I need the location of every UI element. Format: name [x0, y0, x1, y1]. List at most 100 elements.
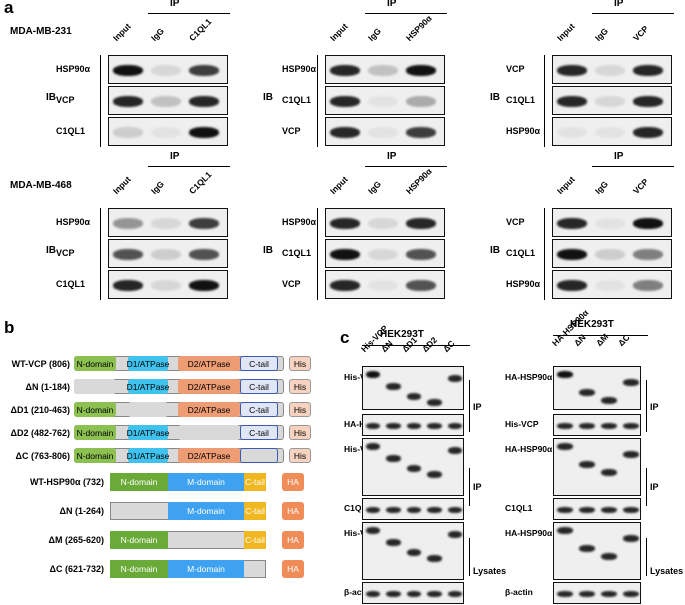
protein-band	[406, 218, 436, 229]
protein-band	[595, 249, 625, 260]
vcp-domain-d1	[128, 402, 168, 417]
blot-row-label: His-VCP	[344, 444, 378, 454]
protein-band	[151, 96, 181, 107]
western-blot-strip	[553, 522, 641, 580]
lane-label: HSP90α	[403, 166, 434, 196]
western-blot-strip	[362, 522, 464, 580]
protein-band	[595, 127, 625, 138]
his-tag: His	[289, 425, 311, 440]
protein-band	[368, 218, 398, 229]
western-blot-strip	[362, 498, 464, 520]
protein-band	[330, 65, 360, 76]
blot-row-label: His-VCP	[505, 419, 539, 429]
protein-band	[601, 469, 617, 476]
cell-line-label-468: MDA-MB-468	[10, 180, 72, 191]
blot-row-label: VCP	[56, 248, 75, 258]
protein-band	[366, 591, 381, 597]
ip-header: IP	[170, 0, 180, 9]
protein-band	[330, 249, 360, 260]
protein-band	[189, 96, 219, 107]
protein-band	[557, 280, 587, 291]
vcp-domain-d2: D2/ATPase	[178, 356, 240, 371]
protein-band	[151, 127, 181, 138]
protein-band	[406, 591, 422, 597]
lysates-bracket	[469, 538, 470, 576]
western-blot-strip	[552, 55, 672, 84]
protein-band	[579, 507, 595, 513]
vcp-domain-c: C-tail	[240, 379, 278, 394]
protein-band	[113, 280, 143, 291]
blot-row-label: β-actin	[505, 587, 533, 597]
ha-tag: HA	[282, 473, 304, 491]
ib-label: IB	[46, 92, 56, 103]
protein-band	[557, 96, 587, 107]
protein-band	[579, 461, 595, 468]
western-blot-strip	[553, 438, 641, 496]
blot-row-label: HSP90α	[506, 126, 541, 136]
protein-band	[633, 127, 663, 138]
protein-band	[406, 393, 422, 400]
protein-band	[113, 127, 143, 138]
vcp-construct-label: ΔC (763-806)	[15, 451, 71, 461]
protein-band	[557, 249, 587, 260]
ib-bracket	[100, 55, 101, 147]
protein-band	[623, 507, 639, 513]
ip-header: IP	[387, 0, 397, 9]
cell-line-label-231: MDA-MB-231	[10, 26, 72, 37]
protein-band	[447, 507, 462, 513]
blot-row-label: HSP90α	[282, 64, 317, 74]
protein-band	[579, 423, 595, 429]
protein-band	[368, 280, 398, 291]
blot-row-label: HSP90α	[282, 217, 317, 227]
protein-band	[427, 471, 442, 478]
protein-band	[623, 591, 639, 597]
western-blot-strip	[325, 208, 445, 237]
vcp-domain-d2: D2/ATPase	[178, 402, 240, 417]
cell-line-bracket	[553, 335, 648, 336]
blot-row-label: β-actin	[344, 587, 372, 597]
protein-band	[595, 96, 625, 107]
ip-bracket	[365, 166, 447, 167]
lane-label: VCP	[630, 23, 651, 43]
lane-label: IgG	[592, 25, 611, 43]
protein-band	[557, 127, 587, 138]
ip-header: IP	[170, 151, 180, 162]
protein-band	[595, 280, 625, 291]
blot-row-label: HSP90α	[56, 64, 91, 74]
western-blot-strip	[325, 86, 445, 115]
western-blot-strip	[553, 582, 641, 604]
protein-band	[633, 249, 663, 260]
protein-band	[189, 218, 219, 229]
ip-bracket	[469, 380, 470, 432]
western-blot-strip	[362, 582, 464, 604]
lysates-bracket	[646, 538, 647, 576]
ha-tag: HA	[282, 502, 304, 520]
protein-band	[633, 65, 663, 76]
protein-band	[151, 65, 181, 76]
ib-label: IB	[263, 245, 273, 256]
lane-label: Input	[327, 21, 350, 43]
hsp-domain-c: C-tail	[244, 531, 266, 549]
protein-band	[189, 65, 219, 76]
blot-row-label: His-VCP	[344, 372, 378, 382]
vcp-domain-n: N-domain	[74, 402, 116, 417]
vcp-domain-d2: D2/ATPase	[178, 379, 240, 394]
protein-band	[623, 379, 639, 386]
protein-band	[601, 591, 617, 597]
blot-row-label: C1QL1	[282, 95, 312, 105]
ib-label: IB	[490, 245, 500, 256]
lane-label: IgG	[148, 25, 167, 43]
protein-band	[406, 465, 422, 472]
protein-band	[633, 96, 663, 107]
western-blot-strip	[325, 55, 445, 84]
protein-band	[557, 371, 573, 378]
lane-label: IgG	[365, 178, 384, 196]
protein-band	[151, 249, 181, 260]
vcp-domain-c	[240, 448, 278, 463]
protein-band	[368, 127, 398, 138]
blot-row-label: HSP90α	[56, 217, 91, 227]
vcp-domain-n	[74, 379, 116, 394]
protein-band	[368, 96, 398, 107]
vcp-domain-d1: D1/ATPase	[127, 425, 169, 440]
protein-band	[595, 65, 625, 76]
